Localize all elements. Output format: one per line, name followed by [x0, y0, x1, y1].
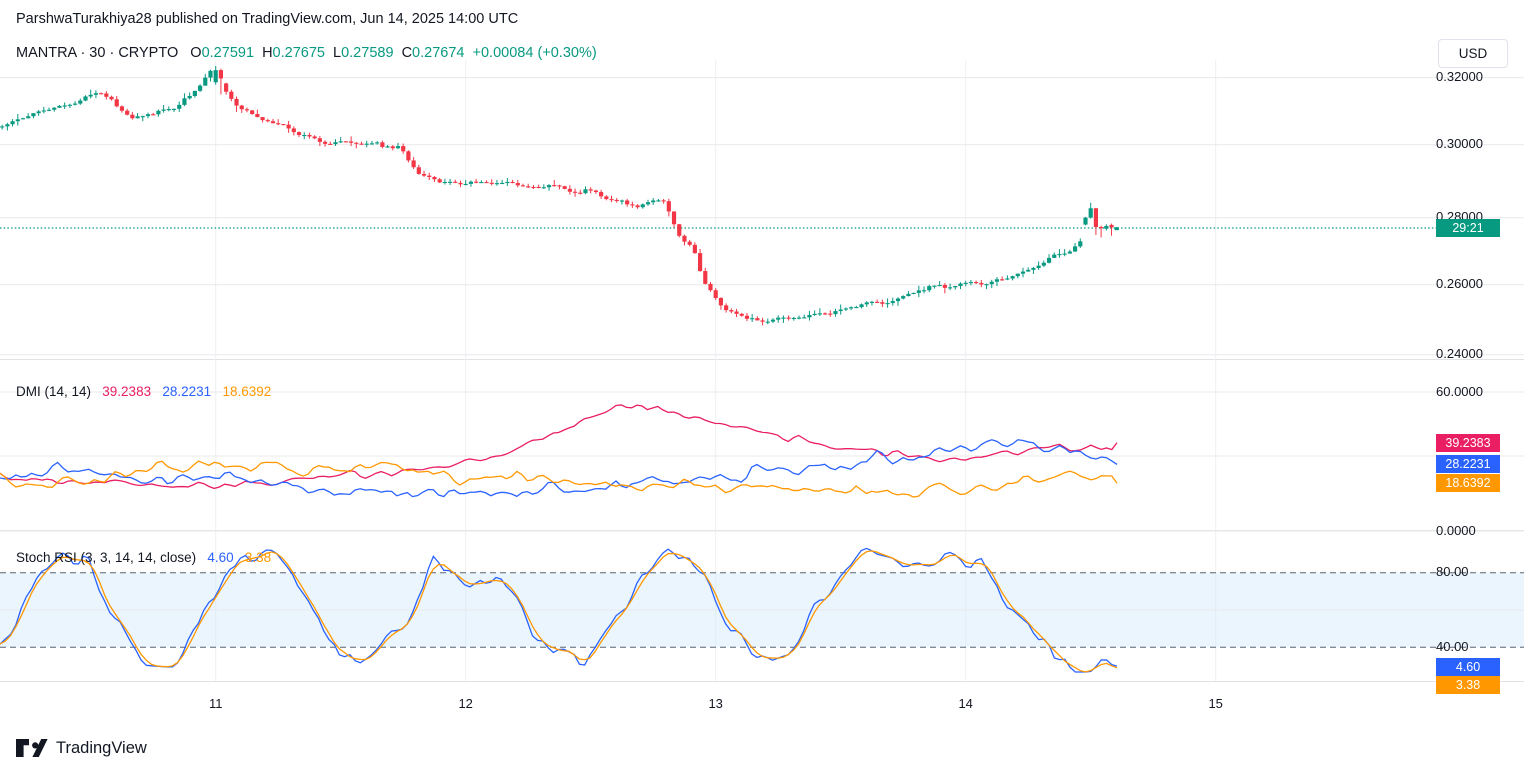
- svg-text:0.24000: 0.24000: [1436, 346, 1483, 361]
- svg-text:0.30000: 0.30000: [1436, 136, 1483, 151]
- svg-text:14: 14: [958, 696, 972, 711]
- svg-text:0.0000: 0.0000: [1436, 523, 1476, 538]
- svg-text:12: 12: [458, 696, 472, 711]
- svg-text:40.00: 40.00: [1436, 639, 1469, 654]
- svg-text:0.32000: 0.32000: [1436, 69, 1483, 84]
- svg-text:60.0000: 60.0000: [1436, 384, 1483, 399]
- svg-text:13: 13: [708, 696, 722, 711]
- svg-text:80.00: 80.00: [1436, 564, 1469, 579]
- svg-text:11: 11: [209, 696, 223, 711]
- svg-text:0.26000: 0.26000: [1436, 276, 1483, 291]
- svg-text:15: 15: [1208, 696, 1222, 711]
